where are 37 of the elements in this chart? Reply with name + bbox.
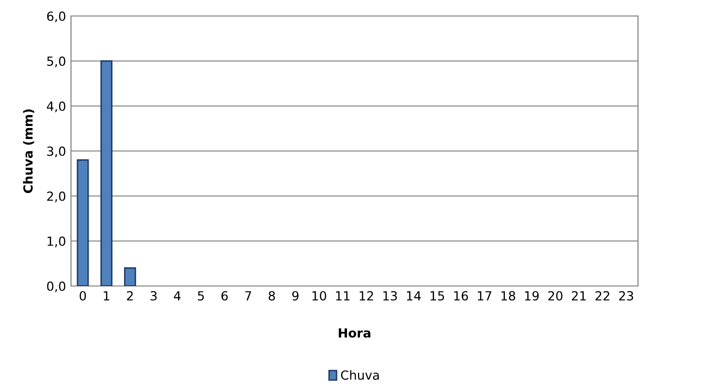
bar — [76, 159, 89, 286]
x-tick-label: 9 — [292, 291, 299, 301]
x-tick-label: 7 — [245, 291, 252, 300]
x-tick-label: 22 — [596, 291, 610, 300]
x-tick-label: 4 — [174, 291, 181, 300]
x-tick-label: 0 — [80, 291, 86, 301]
y-tick-label: 5,0 — [47, 56, 66, 68]
x-axis-title: Hora — [338, 328, 370, 338]
x-tick-label: 14 — [406, 291, 421, 300]
x-tick-label: 12 — [360, 291, 374, 300]
x-tick-label: 1 — [104, 291, 110, 300]
x-tick-label: 8 — [268, 291, 275, 301]
y-tick-label: 4,0 — [46, 101, 66, 112]
y-tick-label: 2,0 — [47, 191, 66, 202]
x-tick-label: 23 — [619, 291, 634, 301]
x-tick-label: 16 — [454, 291, 468, 301]
x-tick-label: 2 — [127, 291, 133, 300]
x-tick-label: 11 — [336, 291, 350, 300]
y-tick-label: 6,0 — [47, 11, 66, 22]
x-tick-label: 15 — [430, 291, 444, 301]
x-tick-label: 18 — [501, 291, 516, 301]
x-tick-label: 17 — [478, 291, 492, 300]
y-tick-label: 0,0 — [47, 281, 66, 292]
x-tick-label: 10 — [312, 291, 326, 301]
x-tick-label: 6 — [221, 291, 228, 301]
y-tick-label: 3,0 — [47, 146, 66, 158]
y-tick-label: 1,0 — [48, 236, 66, 248]
x-tick-label: 20 — [548, 291, 562, 301]
x-tick-label: 21 — [572, 291, 586, 300]
x-tick-label: 19 — [525, 291, 539, 301]
bar — [124, 267, 136, 286]
legend-label: Chuva — [341, 370, 379, 380]
x-tick-label: 5 — [198, 291, 204, 301]
bar — [100, 60, 112, 286]
y-axis-title: Chuva (mm) — [23, 109, 34, 194]
x-tick-label: 13 — [383, 291, 397, 301]
x-tick-label: 3 — [150, 291, 157, 301]
